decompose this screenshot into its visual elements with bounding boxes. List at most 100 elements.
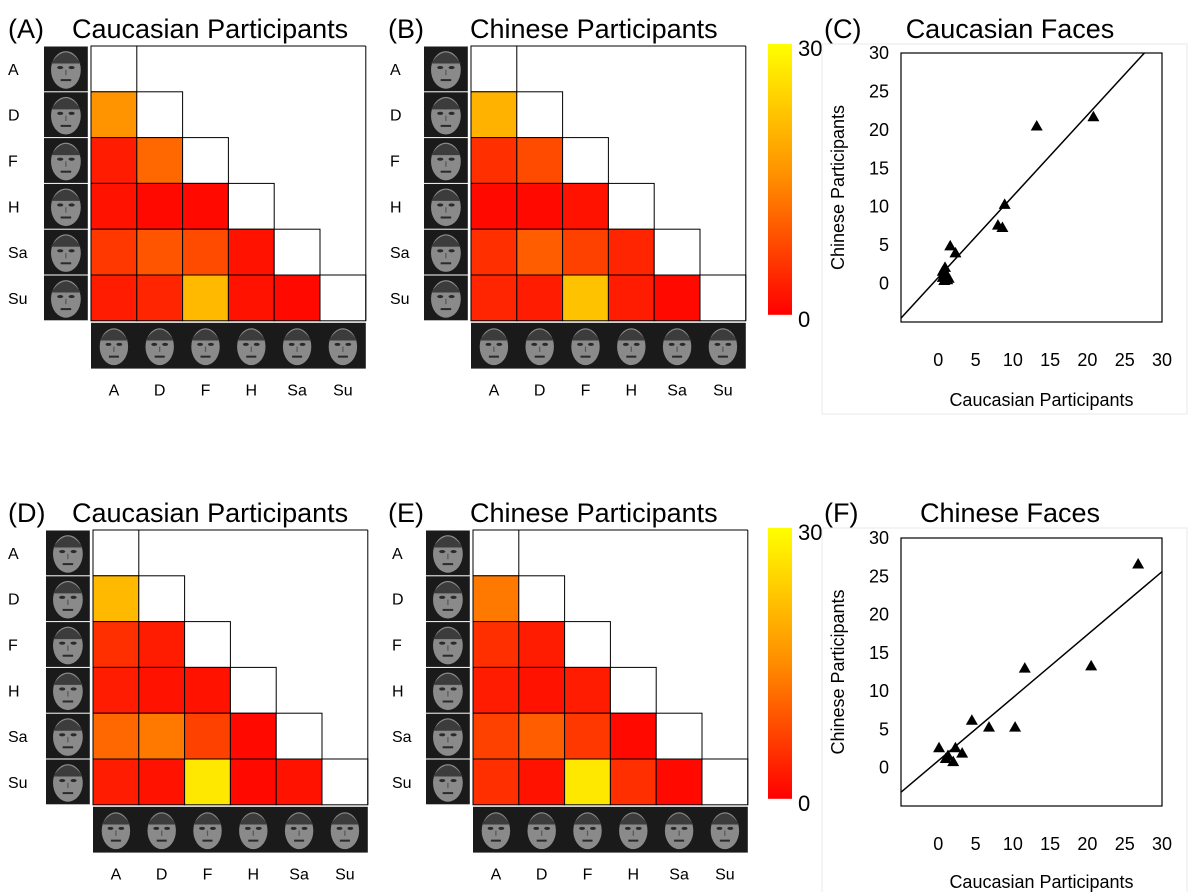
- x-tick-label: 0: [933, 834, 943, 854]
- panel-label: (C): [824, 14, 861, 44]
- heatmap-cell: [516, 182, 564, 230]
- row-face-image: [426, 622, 470, 667]
- empty-cell: [184, 621, 231, 668]
- heatmap-cell: [273, 274, 321, 322]
- heatmap-cell: [472, 758, 520, 806]
- column-face-image: [276, 323, 318, 368]
- heatmap-cell: [653, 274, 701, 322]
- heatmap-cell: [182, 228, 229, 276]
- row-tick-label: Su: [8, 291, 28, 308]
- heatmap-cell: [229, 758, 277, 806]
- row-face-image: [424, 229, 468, 275]
- x-tick-label: 25: [1115, 350, 1135, 370]
- heatmap-cell: [182, 182, 229, 230]
- row-tick-label: H: [390, 199, 402, 216]
- row-face-image: [424, 275, 468, 321]
- data-point: [996, 221, 1009, 232]
- heatmap-cell: [472, 666, 520, 714]
- heatmap-cell: [564, 666, 611, 714]
- x-tick-label: 10: [1003, 350, 1023, 370]
- heatmap-cell: [518, 758, 566, 806]
- heatmap-cell: [516, 137, 564, 184]
- empty-cell: [609, 666, 657, 714]
- column-face-image: [140, 807, 183, 852]
- data-point: [933, 741, 946, 753]
- empty-cell: [518, 575, 566, 623]
- heatmap-cell: [92, 758, 140, 806]
- column-face-image: [475, 807, 517, 852]
- heatmap-cell: [138, 621, 186, 668]
- panel-label: (F): [824, 498, 858, 528]
- column-tick-label: F: [583, 867, 593, 884]
- row-tick-label: D: [8, 592, 20, 609]
- column-tick-label: F: [203, 867, 213, 884]
- column-face-image: [566, 807, 609, 852]
- row-tick-label: Sa: [8, 245, 28, 262]
- panel-label: (B): [388, 14, 424, 44]
- column-face-image: [230, 323, 273, 368]
- data-point: [1009, 721, 1022, 732]
- y-tick-label: 10: [869, 681, 889, 701]
- column-face-image: [93, 323, 135, 368]
- column-tick-label: A: [491, 867, 502, 884]
- row-tick-label: F: [8, 154, 18, 171]
- column-face-image: [232, 807, 275, 852]
- heatmap-cell: [275, 758, 323, 806]
- data-point: [1018, 662, 1031, 673]
- heatmap-cell: [470, 274, 518, 322]
- heatmap-panel-b: (B) Chinese Participants A D F H Sa Su A D F H Sa Su 3…: [388, 14, 822, 400]
- panel-label: (E): [388, 498, 424, 528]
- heatmap-cell: [92, 621, 140, 668]
- row-face-image: [46, 622, 90, 667]
- heatmap-cell: [470, 228, 518, 276]
- data-point: [937, 267, 950, 279]
- y-tick-label: 5: [879, 235, 889, 255]
- data-point: [941, 273, 954, 285]
- row-face-image: [426, 759, 470, 805]
- data-point: [982, 721, 995, 732]
- row-tick-label: Su: [392, 775, 412, 792]
- panel-title: Chinese Participants: [470, 498, 718, 528]
- y-tick-label: 25: [869, 566, 889, 586]
- heatmap-cell: [564, 758, 611, 806]
- column-face-image: [520, 807, 563, 852]
- column-face-image: [278, 807, 320, 852]
- data-point: [1030, 120, 1043, 131]
- data-point: [949, 246, 962, 258]
- data-point: [1132, 558, 1145, 569]
- row-tick-label: H: [392, 683, 404, 700]
- column-tick-label: Su: [715, 867, 735, 884]
- row-face-image: [44, 92, 88, 138]
- heatmap-cell: [227, 228, 275, 276]
- x-tick-label: 10: [1003, 834, 1023, 854]
- row-tick-label: H: [8, 683, 20, 700]
- empty-cell: [90, 45, 138, 93]
- heatmap-cell: [609, 712, 657, 760]
- heatmap-cell: [90, 91, 138, 139]
- x-tick-label: 25: [1115, 834, 1135, 854]
- heatmap-cell: [90, 228, 138, 276]
- y-tick-label: 0: [879, 274, 889, 294]
- row-face-image: [46, 667, 90, 713]
- empty-cell: [562, 137, 609, 184]
- heatmap-cell: [470, 137, 518, 184]
- row-tick-label: Sa: [8, 729, 28, 746]
- y-tick-label: 5: [879, 719, 889, 739]
- panel-title: Chinese Faces: [920, 498, 1100, 528]
- heatmap-cell: [562, 274, 609, 322]
- empty-cell: [653, 228, 701, 276]
- heatmap-cell: [607, 228, 655, 276]
- data-point: [947, 755, 960, 767]
- heatmap-cell: [138, 712, 186, 760]
- column-face-image: [324, 807, 366, 852]
- heatmap-cell: [136, 182, 184, 230]
- row-tick-label: Su: [8, 775, 28, 792]
- column-tick-label: H: [248, 867, 260, 884]
- row-tick-label: A: [392, 546, 403, 563]
- column-face-image: [473, 323, 515, 368]
- heatmap-cell: [92, 575, 140, 623]
- heatmap-cell: [562, 182, 609, 230]
- heatmap-cell: [518, 712, 566, 760]
- panel-label: (D): [8, 498, 45, 528]
- data-point: [949, 741, 962, 753]
